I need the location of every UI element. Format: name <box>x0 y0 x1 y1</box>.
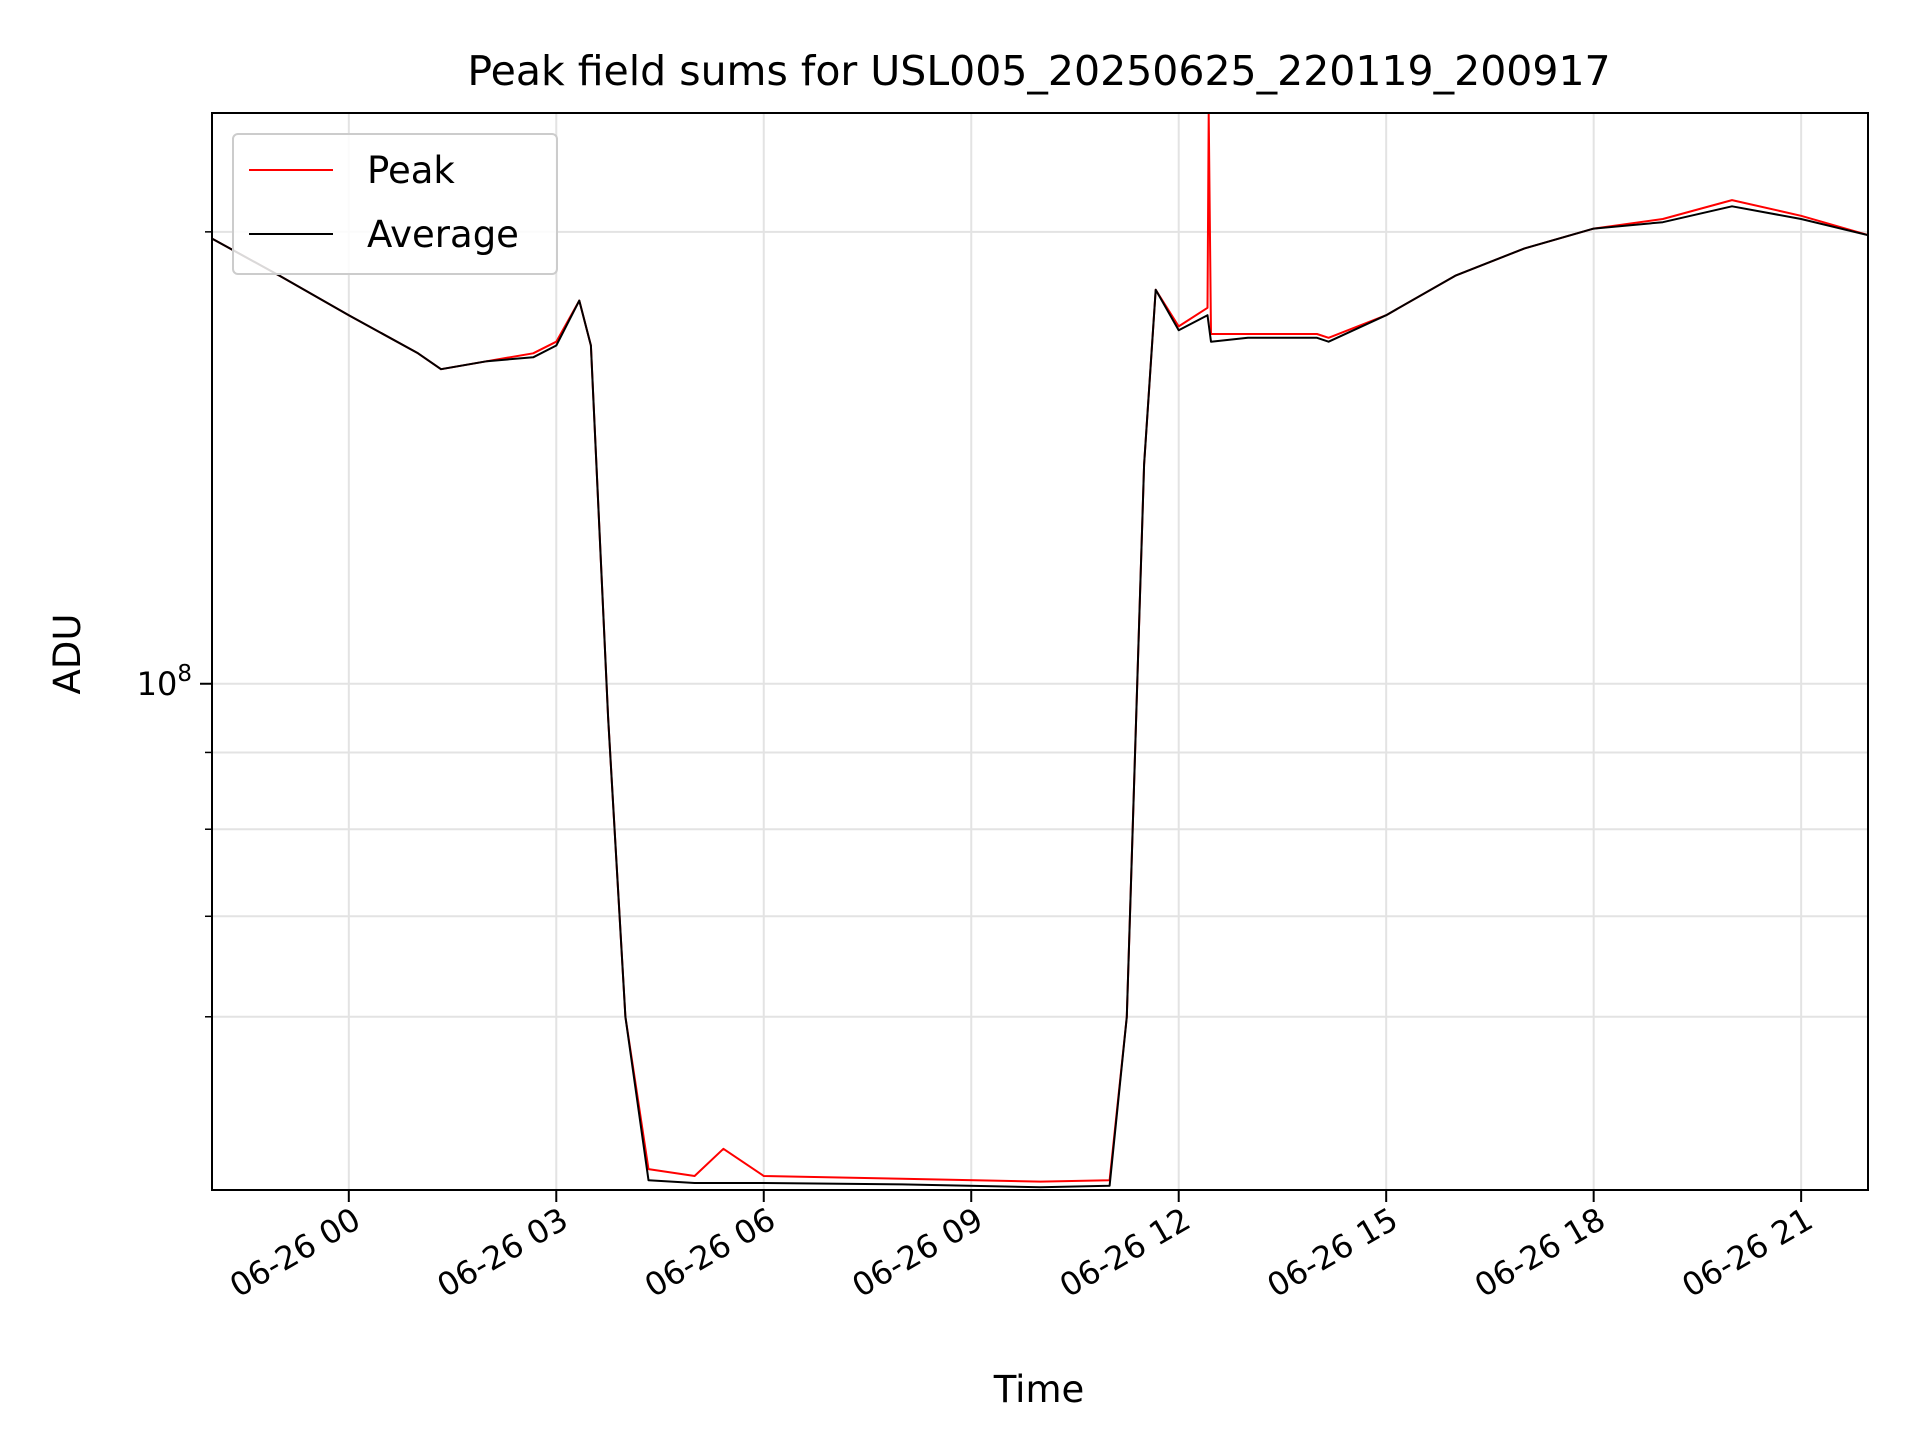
x-tick-label: 06-26 15 <box>1261 1200 1405 1305</box>
x-tick-label: 06-26 09 <box>846 1200 990 1305</box>
x-axis-label: Time <box>993 1368 1085 1411</box>
x-tick-label: 06-26 18 <box>1468 1200 1612 1305</box>
axis-ticks: 06-26 00 06-26 03 06-26 06 06-26 09 06-26 12… <box>137 231 1820 1305</box>
legend: Peak Average <box>232 133 558 275</box>
legend-label-average: Average <box>367 213 519 256</box>
x-tick-label: 06-26 06 <box>638 1200 782 1305</box>
legend-label-peak: Peak <box>367 149 455 192</box>
series-layer <box>212 113 1868 1189</box>
y-tick-label: 108 <box>137 661 192 703</box>
x-tick-label: 06-26 03 <box>431 1200 575 1305</box>
y-axis-label: ADU <box>46 614 89 695</box>
x-tick-label: 06-26 12 <box>1053 1200 1197 1305</box>
series-line-average <box>212 205 1868 1189</box>
x-tick-label: 06-26 00 <box>223 1200 367 1305</box>
grid-lines <box>212 113 1868 1190</box>
x-tick-label: 06-26 21 <box>1676 1200 1820 1305</box>
chart-title: Peak field sums for USL005_20250625_2201… <box>467 47 1610 95</box>
plot-frame <box>211 112 1869 1191</box>
